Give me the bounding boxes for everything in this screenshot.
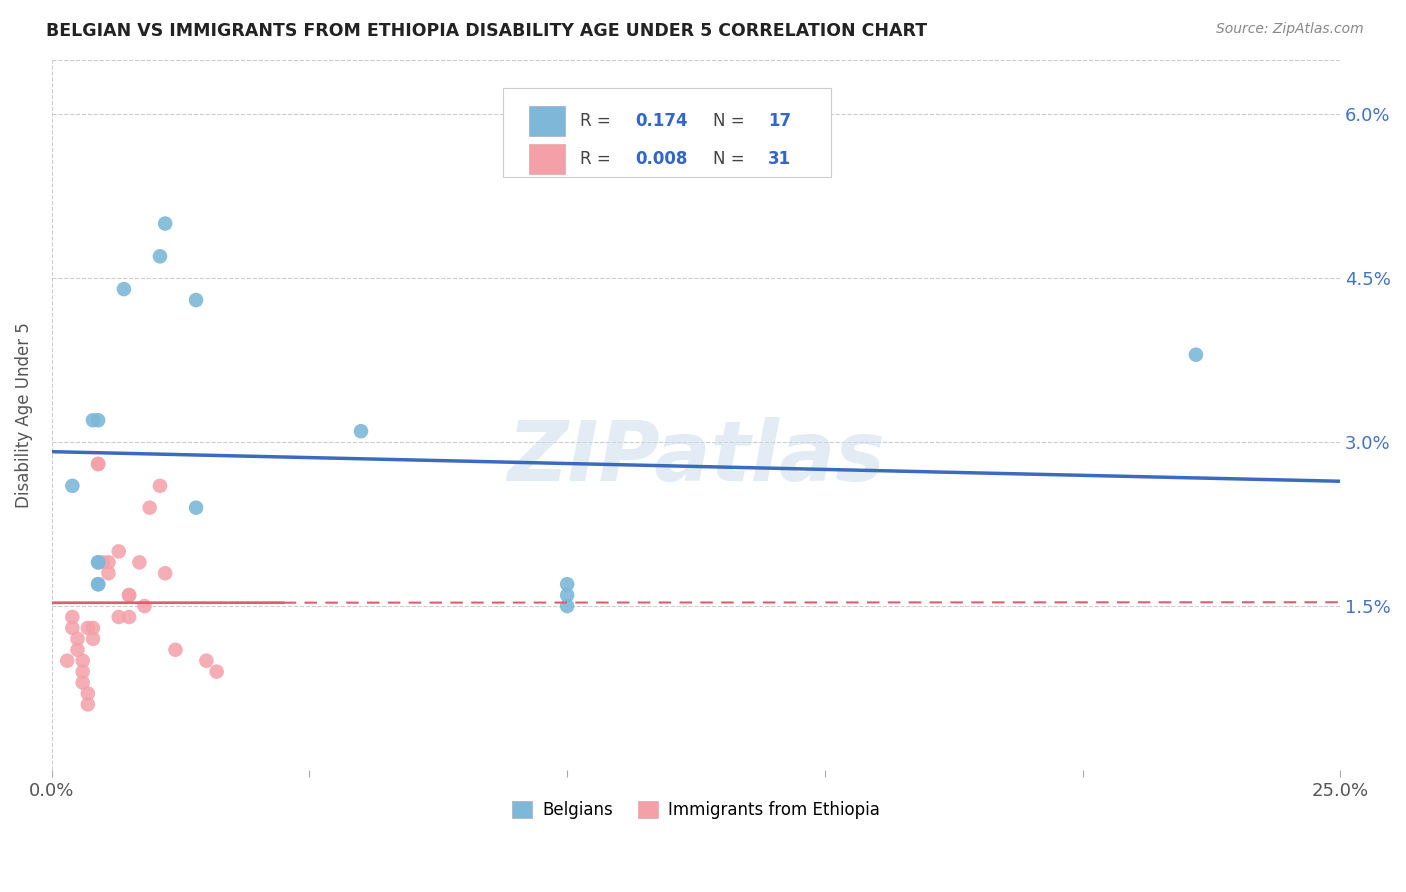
FancyBboxPatch shape bbox=[503, 88, 831, 177]
Point bbox=[1185, 348, 1208, 362]
Point bbox=[72, 654, 94, 668]
Text: 17: 17 bbox=[768, 112, 792, 129]
Text: 0.174: 0.174 bbox=[636, 112, 688, 129]
Point bbox=[87, 457, 110, 471]
Point bbox=[555, 588, 578, 602]
Point bbox=[112, 282, 135, 296]
Text: R =: R = bbox=[581, 150, 610, 168]
Text: 31: 31 bbox=[768, 150, 792, 168]
Point bbox=[87, 555, 110, 569]
Point bbox=[165, 642, 187, 657]
Text: ZIPatlas: ZIPatlas bbox=[508, 417, 884, 498]
Point bbox=[72, 665, 94, 679]
Point bbox=[87, 413, 110, 427]
Point bbox=[107, 544, 129, 558]
Point bbox=[87, 577, 110, 591]
Point bbox=[134, 599, 156, 613]
Text: N =: N = bbox=[713, 150, 744, 168]
Point bbox=[60, 479, 83, 493]
Point bbox=[87, 555, 110, 569]
Text: BELGIAN VS IMMIGRANTS FROM ETHIOPIA DISABILITY AGE UNDER 5 CORRELATION CHART: BELGIAN VS IMMIGRANTS FROM ETHIOPIA DISA… bbox=[46, 22, 928, 40]
Point bbox=[97, 566, 120, 581]
Point bbox=[118, 610, 141, 624]
Point bbox=[118, 588, 141, 602]
Point bbox=[66, 632, 89, 646]
Point bbox=[153, 566, 176, 581]
Point bbox=[97, 555, 120, 569]
Point bbox=[76, 686, 98, 700]
Text: N =: N = bbox=[713, 112, 744, 129]
Point bbox=[66, 642, 89, 657]
Point bbox=[82, 632, 104, 646]
Point bbox=[118, 588, 141, 602]
Point bbox=[82, 413, 104, 427]
Point bbox=[138, 500, 160, 515]
Point bbox=[350, 424, 373, 438]
Point bbox=[153, 217, 176, 231]
Point bbox=[555, 577, 578, 591]
Point bbox=[184, 500, 207, 515]
Point bbox=[128, 555, 150, 569]
FancyBboxPatch shape bbox=[529, 106, 565, 136]
Point bbox=[82, 621, 104, 635]
Point bbox=[195, 654, 218, 668]
Point bbox=[555, 599, 578, 613]
Point bbox=[149, 479, 172, 493]
Text: Source: ZipAtlas.com: Source: ZipAtlas.com bbox=[1216, 22, 1364, 37]
Y-axis label: Disability Age Under 5: Disability Age Under 5 bbox=[15, 322, 32, 508]
Point bbox=[205, 665, 228, 679]
Point bbox=[76, 621, 98, 635]
Point bbox=[107, 610, 129, 624]
Point bbox=[76, 698, 98, 712]
Point bbox=[56, 654, 79, 668]
Point bbox=[87, 457, 110, 471]
Point bbox=[87, 577, 110, 591]
Legend: Belgians, Immigrants from Ethiopia: Belgians, Immigrants from Ethiopia bbox=[506, 794, 887, 826]
Point bbox=[60, 621, 83, 635]
Text: R =: R = bbox=[581, 112, 610, 129]
Point bbox=[149, 249, 172, 263]
Text: 0.008: 0.008 bbox=[636, 150, 688, 168]
Point bbox=[60, 610, 83, 624]
FancyBboxPatch shape bbox=[529, 145, 565, 174]
Point bbox=[184, 293, 207, 307]
Point bbox=[91, 555, 114, 569]
Point bbox=[72, 675, 94, 690]
